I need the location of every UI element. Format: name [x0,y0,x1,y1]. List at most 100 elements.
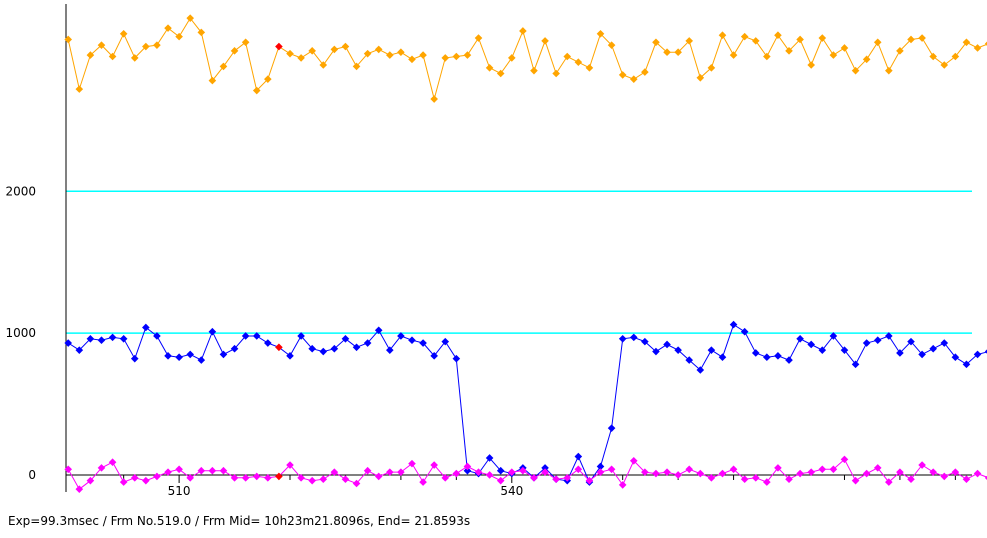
series-1-point-580 [951,353,960,362]
series-1-point-535 [452,354,461,363]
series-0-point-518 [264,75,272,83]
series-1-point-570 [840,346,849,354]
series-1-point-531 [408,336,416,345]
series-2-point-510 [175,465,183,474]
series-2-point-576 [907,475,915,484]
series-0-point-572 [862,55,871,64]
series-0-point-554 [663,48,671,57]
series-2-point-530 [397,468,405,476]
series-2-point-571 [851,476,860,485]
series-1-point-564 [774,352,782,360]
series-2-point-573 [873,464,882,472]
series-0-point-539 [496,69,505,78]
series-0-point-513 [208,76,217,85]
series-1-point-515 [230,344,239,353]
status-line: Exp=99.3msec / Frm No.519.0 / Frm Mid= 1… [8,514,471,528]
series-2-point-511 [186,474,195,482]
series-0-point-549 [607,41,616,49]
series-1-point-512 [197,356,206,364]
series-0-point-515 [230,47,239,55]
series-0-point-519 [275,42,283,51]
series-0-point-504 [108,52,117,61]
series-1-point-548 [596,462,605,471]
series-0-point-562 [751,37,760,45]
series-0-point-544 [552,69,560,78]
series-0-point-565 [785,47,793,55]
series-2-point-565 [785,475,793,484]
series-2-point-512 [197,466,206,475]
series-1-point-555 [674,346,682,354]
series-1-point-568 [818,346,827,354]
series-1-point-530 [397,332,405,340]
series-0-point-533 [430,95,438,103]
series-2-point-508 [153,472,161,481]
series-2-point-554 [663,468,671,476]
series-0-point-512 [197,28,206,37]
series-0-point-567 [807,61,816,69]
series-1-point-510 [175,353,183,362]
series-2-point-526 [352,479,361,488]
series-1-point-581 [962,360,971,369]
series-2-point-549 [607,465,616,474]
series-0-point-575 [896,47,904,55]
series-0-point-534 [441,54,450,62]
series-2-point-569 [829,465,838,474]
series-1-point-514 [219,350,228,359]
series-2-point-559 [718,469,727,478]
series-0-point-564 [774,31,782,40]
series-2-point-500 [64,465,73,474]
series-2-point-547 [585,476,594,485]
series-0-point-528 [374,45,383,54]
series-0-point-546 [574,58,583,66]
series-2-point-525 [341,475,350,484]
series-1-point-574 [885,332,893,340]
series-0-line [67,17,987,101]
series-0-point-524 [330,45,339,54]
y-tick-label-1000: 1000 [5,326,36,340]
series-0-point-550 [618,71,627,79]
series-0-point-543 [541,37,549,45]
series-2-point-564 [774,464,782,472]
series-0-point-509 [164,24,172,32]
series-0-point-579 [940,61,949,69]
series-1-point-536 [463,466,472,475]
series-1-point-509 [164,352,172,360]
series-2-point-552 [641,468,649,476]
series-0-point-542 [530,66,538,75]
series-2-point-561 [740,475,749,484]
series-0-point-569 [829,51,838,59]
series-2-point-507 [142,476,150,485]
series-1-point-501 [75,346,84,354]
series-2-point-548 [596,468,605,476]
series-2-point-536 [463,462,472,471]
series-1-point-526 [352,343,361,352]
series-0-point-570 [840,44,849,52]
series-1-point-520 [286,352,294,360]
series-0-point-522 [308,47,316,55]
axes [65,4,972,492]
series-2-point-537 [474,468,483,476]
series-2-point-539 [496,476,505,485]
series-0-point-557 [696,73,705,82]
series-2-point-541 [519,466,527,475]
series-2-point-560 [729,465,738,474]
series-0-point-548 [596,29,605,38]
series-0-point-523 [319,61,328,69]
series-1-point-507 [142,323,150,332]
series-1-point-560 [729,320,738,329]
series-2-point-570 [840,455,849,464]
series-0-point-563 [763,52,771,61]
series-1-point-578 [929,344,937,353]
series-1-point-529 [386,346,394,354]
series-1-point-571 [851,360,860,369]
series-0-point-514 [219,62,228,71]
series-0-point-541 [519,27,527,35]
series-0-point-500 [64,35,73,44]
series-0-point-580 [951,52,960,61]
series-2-point-517 [252,472,261,481]
series-1-point-550 [618,334,627,343]
series-1-point-518 [264,339,272,347]
tick-labels: 510 540 0 1000 2000 [5,184,523,498]
series-2-point-520 [286,461,294,469]
series-2-point-550 [618,481,627,489]
